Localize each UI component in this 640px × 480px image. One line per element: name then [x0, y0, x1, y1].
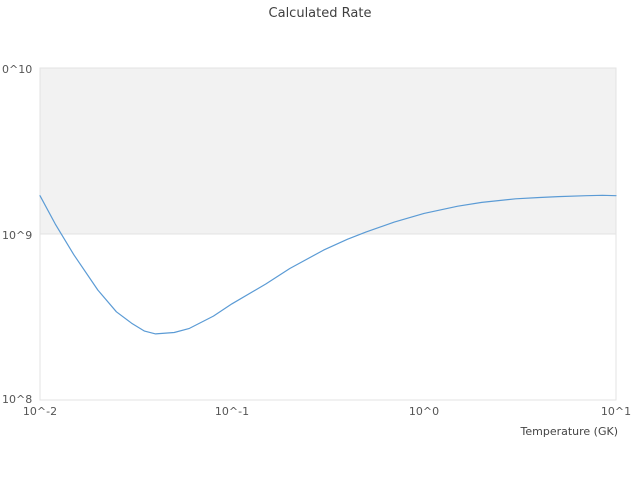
y-tick-1e10: 0^10: [2, 63, 32, 76]
band-region: [40, 68, 616, 234]
y-tick-1e9: 10^9: [2, 229, 32, 242]
chart-title: Calculated Rate: [269, 6, 372, 21]
rate-line: [39, 194, 617, 335]
x-tick-1e-1: 10^-1: [215, 405, 249, 418]
x-tick-1e-2: 10^-2: [23, 405, 57, 418]
x-tick-1e1: 10^1: [601, 405, 631, 418]
x-tick-1e0: 10^0: [409, 405, 439, 418]
x-axis-label: Temperature (GK): [520, 425, 619, 438]
y-tick-1e8: 10^8: [2, 393, 32, 406]
